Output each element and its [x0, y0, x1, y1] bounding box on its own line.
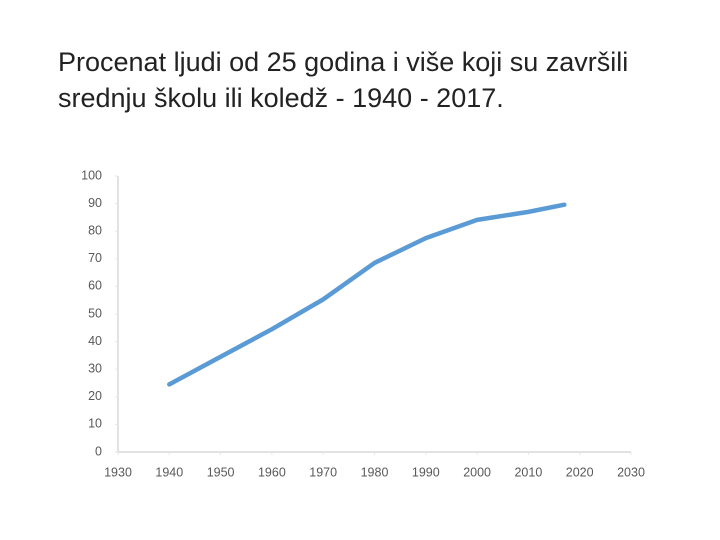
- y-tick-label: 60: [88, 279, 102, 293]
- x-tick-label: 1980: [361, 465, 389, 479]
- x-tick-label: 1950: [207, 465, 235, 479]
- y-tick-label: 20: [88, 389, 102, 403]
- x-tick-label: 1930: [104, 465, 132, 479]
- x-tick-label: 2020: [566, 465, 594, 479]
- x-tick-label: 2030: [617, 465, 645, 479]
- y-tick-label: 80: [88, 223, 102, 237]
- data-line: [167, 202, 567, 387]
- y-tick-label: 10: [88, 417, 102, 431]
- y-tick-label: 100: [81, 168, 102, 182]
- y-tick-label: 40: [88, 334, 102, 348]
- x-tick-label: 2000: [463, 465, 491, 479]
- x-tick-label: 1990: [412, 465, 440, 479]
- y-tick-label: 70: [88, 251, 102, 265]
- chart-title: Procenat ljudi od 25 godina i više koji …: [58, 47, 629, 113]
- y-tick-label: 30: [88, 361, 102, 375]
- y-tick-label: 0: [95, 444, 102, 458]
- x-tick-label: 2010: [514, 465, 542, 479]
- x-tick-label: 1940: [155, 465, 183, 479]
- y-tick-label: 90: [88, 196, 102, 210]
- y-tick-label: 50: [88, 306, 102, 320]
- x-tick-label: 1960: [258, 465, 286, 479]
- x-tick-label: 1970: [309, 465, 337, 479]
